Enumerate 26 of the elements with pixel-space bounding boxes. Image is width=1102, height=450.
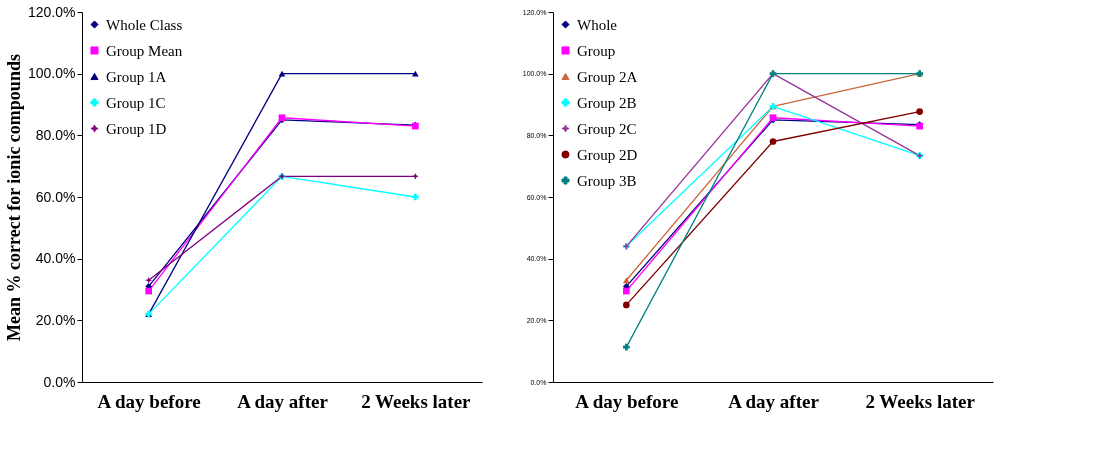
legend-label: Group 1A — [106, 68, 167, 85]
y-tick-label: 0.0% — [43, 373, 76, 390]
x-tick-label: 2 Weeks later — [361, 390, 472, 412]
y-tick-label: 100.0% — [28, 65, 76, 82]
legend-label: Group — [577, 42, 616, 59]
x-tick-label: A day before — [575, 390, 679, 412]
legend-label: Group 2B — [577, 94, 637, 111]
y-tick-label: 80.0% — [35, 126, 76, 143]
legend-label: Group 2A — [577, 68, 638, 85]
legend-label: Whole Class — [106, 16, 183, 33]
legend-label: Group 3B — [577, 172, 637, 189]
legend-label: Group 2C — [577, 120, 637, 137]
legend-label: Whole — [577, 16, 618, 33]
legend-label: Group 1C — [106, 94, 166, 111]
x-tick-label: 2 Weeks later — [865, 390, 976, 412]
legend-label: Group Mean — [106, 42, 183, 59]
x-tick-label: A day after — [728, 390, 820, 412]
y-tick-label: 120.0% — [28, 3, 76, 20]
y-tick-label: 20.0% — [35, 311, 76, 328]
legend-label: Group 2D — [577, 146, 638, 163]
y-tick-label: 60.0% — [35, 188, 76, 205]
x-tick-label: A day before — [97, 390, 201, 412]
legend-label: Group 1D — [106, 120, 167, 137]
y-tick-label: 40.0% — [35, 250, 76, 267]
x-tick-label: A day after — [237, 390, 329, 412]
y-axis-title: Mean % correct for ionic compounds — [4, 54, 25, 341]
